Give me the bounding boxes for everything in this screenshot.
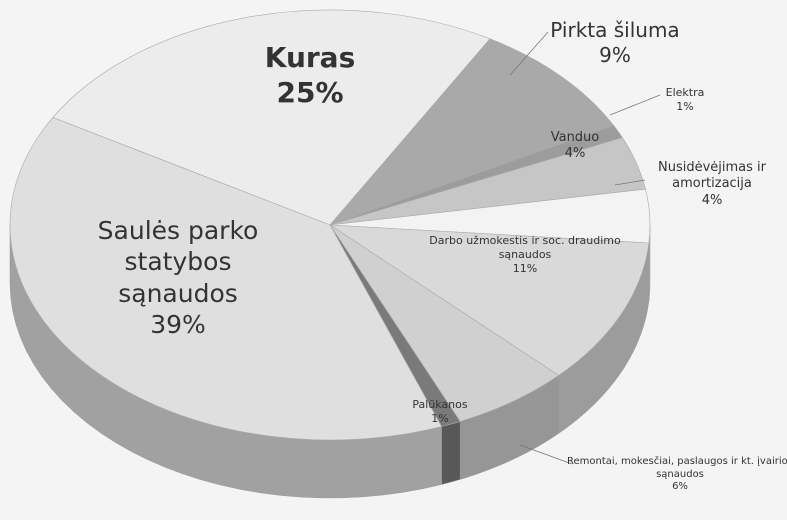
slice-label: Darbo užmokestis ir soc. draudimo sąnaud… [420,234,630,275]
slice-percent: 6% [672,481,688,492]
slice-percent: 1% [431,411,449,425]
slice-label: Kuras 25% [250,40,370,110]
slice [329,38,615,226]
slice-percent: 39% [150,309,206,339]
slice-name: Remontai, mokesčiai, paslaugos ir kt. įv… [567,456,787,480]
slice-label: Saulės parko statybos sąnaudos 39% [73,215,283,340]
slice-label: Vanduo 4% [535,130,615,163]
slice-percent: 9% [599,43,631,67]
slice-label: Palūkanos 1% [400,398,480,426]
slice [328,224,650,376]
slice-label: Remontai, mokesčiai, paslaugos ir kt. įv… [565,456,787,494]
slice [9,117,442,441]
slice-percent: 4% [701,192,723,208]
slice-name: Kuras [264,41,356,74]
slice-name: Vanduo [550,130,600,145]
slice-percent: 11% [512,261,538,275]
slice-side [441,421,461,485]
slice-label: Elektra 1% [655,86,715,114]
slice [329,224,560,422]
slice-name: Darbo užmokestis ir soc. draudimo sąnaud… [429,234,621,261]
slice-percent: 25% [276,76,344,109]
slice-name: Palūkanos [412,398,468,411]
slice-percent: 4% [564,146,586,162]
slice-name: Elektra [665,86,705,99]
slice-label: Nusidėvėjimas ir amortizacija 4% [637,160,787,209]
slice-name: Pirkta šiluma [550,18,680,42]
slice-percent: 1% [676,99,694,113]
leader-line [609,94,661,116]
slice-name: Nusidėvėjimas ir amortizacija [657,160,766,192]
slice-name: Saulės parko statybos sąnaudos [97,216,259,308]
leader-line [519,444,573,465]
slice [52,9,491,226]
slice-label: Pirkta šiluma 9% [530,18,700,68]
leader-line [509,31,549,76]
leader-line [614,179,646,186]
